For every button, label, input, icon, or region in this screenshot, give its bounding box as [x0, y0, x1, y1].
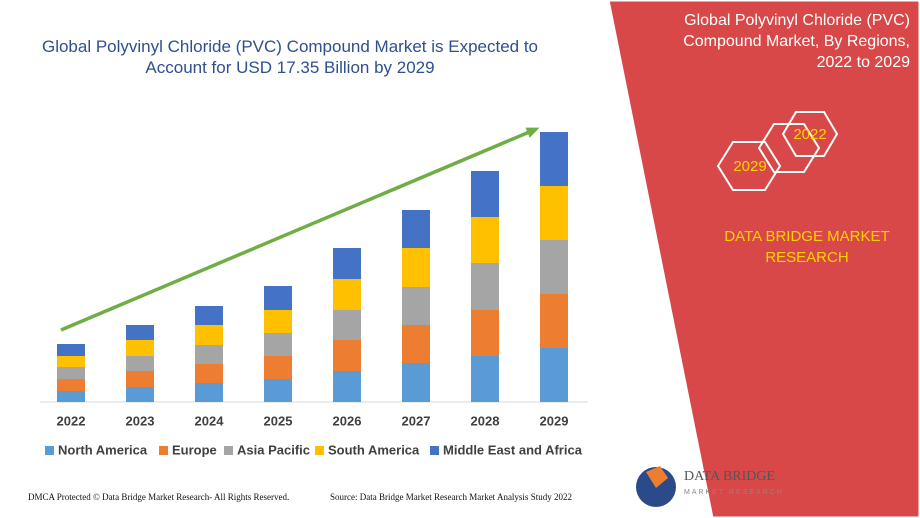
footer-right: Source: Data Bridge Market Research Mark…: [330, 492, 572, 502]
x-tick-label: 2029: [540, 413, 569, 428]
x-tick-label: 2026: [333, 413, 362, 428]
bar-segment: [471, 356, 499, 402]
bar-segment: [195, 325, 223, 345]
bar-segment: [333, 371, 361, 402]
bar-segment: [471, 310, 499, 356]
bar-segment: [540, 240, 568, 294]
bar-segment: [402, 210, 430, 248]
x-tick-label: 2023: [126, 413, 155, 428]
legend-swatch: [45, 446, 54, 455]
bar-segment: [264, 379, 292, 402]
legend-label: Asia Pacific: [237, 442, 310, 457]
bar-segment: [57, 356, 85, 367]
legend-swatch: [315, 446, 324, 455]
x-tick-label: 2024: [195, 413, 225, 428]
logo-name: DATA BRIDGE: [684, 469, 775, 484]
bar-segment: [333, 310, 361, 340]
bar-segment: [540, 132, 568, 186]
x-tick-label: 2025: [264, 413, 293, 428]
bar-segment: [57, 344, 85, 356]
bar-segment: [126, 371, 154, 387]
hexagon: [716, 141, 782, 191]
bar-segment: [540, 186, 568, 240]
bar-segment: [264, 356, 292, 379]
bar-segment: [471, 217, 499, 263]
legend-swatch: [430, 446, 439, 455]
bar-segment: [471, 171, 499, 217]
logo-mark: [646, 466, 668, 488]
bar-segment: [57, 367, 85, 379]
bar-segment: [471, 263, 499, 310]
bar-segment: [264, 333, 292, 356]
legend-label: North America: [58, 442, 148, 457]
x-tick-label: 2028: [471, 413, 500, 428]
bar-segment: [126, 356, 154, 371]
bar-segment: [333, 340, 361, 371]
legend-label: Middle East and Africa: [443, 442, 583, 457]
bar-segment: [195, 306, 223, 325]
bar-segment: [540, 294, 568, 348]
bar-segment: [195, 383, 223, 402]
legend-swatch: [224, 446, 233, 455]
bar-segment: [333, 248, 361, 279]
bar-segment: [195, 364, 223, 383]
hexagon: [757, 123, 821, 173]
bar-segment: [126, 325, 154, 340]
legend-label: South America: [328, 442, 420, 457]
bar-segment: [264, 310, 292, 333]
x-tick-label: 2027: [402, 413, 431, 428]
bar-segment: [57, 391, 85, 402]
bar-segment: [264, 286, 292, 310]
bar-segment: [126, 387, 154, 402]
trend-arrowhead: [525, 127, 540, 138]
panel-title: Global Polyvinyl Chloride (PVC) Compound…: [683, 12, 910, 71]
hexagon-label: 2022: [793, 126, 826, 143]
logo: DATA BRIDGE MARKET RESEARCH: [636, 466, 784, 507]
bar-segment: [195, 345, 223, 364]
bar-segment: [540, 348, 568, 402]
x-tick-label: 2022: [57, 413, 86, 428]
hexagon-label: 2029: [733, 158, 766, 175]
side-panel: [606, 0, 920, 518]
trend-arrow: [60, 128, 535, 332]
bar-segment: [333, 279, 361, 310]
bar-segment: [126, 340, 154, 356]
bar-segment: [402, 325, 430, 363]
bar-segment: [402, 287, 430, 325]
legend-label: Europe: [172, 442, 217, 457]
hexagon: [781, 111, 839, 157]
logo-tagline: MARKET RESEARCH: [684, 489, 784, 496]
brand: DATA BRIDGE MARKET RESEARCH: [724, 228, 890, 266]
chart-title: Global Polyvinyl Chloride (PVC) Compound…: [41, 37, 539, 77]
footer-left: DMCA Protected © Data Bridge Market Rese…: [28, 492, 290, 502]
bar-segment: [402, 248, 430, 287]
bar-segment: [57, 379, 85, 391]
legend-swatch: [159, 446, 168, 455]
bar-segment: [402, 363, 430, 402]
